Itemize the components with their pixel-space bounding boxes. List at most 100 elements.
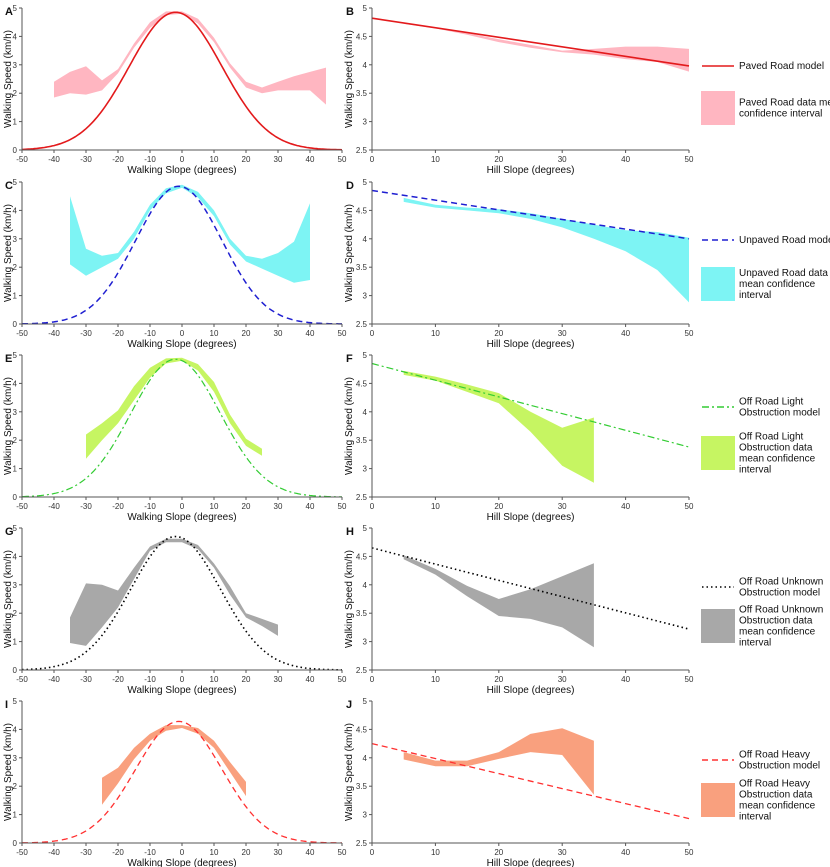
y-tick-label: 3: [13, 408, 18, 417]
y-tick-label: 2.5: [356, 666, 368, 675]
panel-letter: A: [5, 6, 13, 18]
x-tick-label: 0: [180, 502, 185, 511]
y-tick-label: 1: [13, 811, 18, 820]
x-tick-label: 0: [370, 848, 375, 857]
x-axis-title: Hill Slope (degrees): [487, 685, 575, 696]
model-line: [371, 742, 690, 820]
panel-j: 0 10 20 30 40 50 2.5 3 3.5 4 4.5 5 Hill Slope (degre…: [344, 697, 694, 867]
x-axis-title: Walking Slope (degrees): [127, 858, 236, 867]
legend-group-3: Off Road Light Obstruction model Off Road …: [701, 397, 820, 476]
y-tick-label: 2.5: [356, 320, 368, 329]
y-tick-label: 3.5: [356, 436, 368, 445]
x-tick-label: -40: [48, 848, 60, 857]
panel-b: 0 10 20 30 40 50 2.5 3 3.5 4 4.5 5 Hill Slope (degre…: [344, 4, 694, 176]
x-tick-label: 20: [242, 502, 251, 511]
panel-f: 0 10 20 30 40 50 2.5 3 3.5 4 4.5 5 Hill Slope (degre…: [344, 351, 694, 523]
legend-ci-label: Off Road Heavy Obstruction data mean confi…: [739, 779, 816, 823]
y-tick-label: 4.5: [356, 32, 368, 41]
x-tick-label: 50: [685, 155, 694, 164]
x-tick-label: 30: [558, 502, 567, 511]
y-tick-label: 3: [363, 118, 368, 127]
y-tick-label: 2: [13, 436, 18, 445]
x-tick-label: 10: [210, 848, 219, 857]
y-tick-label: 4: [363, 61, 368, 70]
ci-band: [70, 538, 278, 646]
y-tick-label: 4: [363, 408, 368, 417]
x-tick-label: 20: [494, 848, 503, 857]
x-tick-label: -50: [16, 155, 28, 164]
panel-letter: J: [346, 699, 352, 711]
y-tick-label: 0: [13, 320, 18, 329]
legend-model-label: Paved Road model: [739, 61, 824, 72]
y-tick-label: 3: [363, 638, 368, 647]
x-tick-label: 40: [621, 502, 630, 511]
panel-letter: D: [346, 180, 354, 192]
panel-h: 0 10 20 30 40 50 2.5 3 3.5 4 4.5 5 Hill Slope (degre…: [344, 524, 694, 696]
y-tick-label: 2.5: [356, 146, 368, 155]
panel-i: -50 -40 -30 -20 -10 0 10 20 30 40 50 0 1 2 3 4 5 Walking …: [3, 697, 347, 867]
x-tick-label: -30: [80, 329, 92, 338]
x-tick-label: 50: [338, 675, 347, 684]
x-tick-label: 20: [242, 848, 251, 857]
y-tick-label: 3: [13, 754, 18, 763]
y-tick-label: 5: [13, 178, 18, 187]
legend-fill-sample: [701, 91, 735, 125]
x-tick-label: 40: [621, 848, 630, 857]
model-line: [22, 720, 342, 844]
x-tick-label: -40: [48, 675, 60, 684]
y-tick-label: 2: [13, 89, 18, 98]
panel-letter: F: [346, 353, 353, 365]
y-tick-label: 5: [363, 351, 368, 360]
x-tick-label: -50: [16, 675, 28, 684]
y-axis-title: Walking Speed (km/h): [344, 30, 355, 128]
x-tick-label: 40: [621, 675, 630, 684]
panel-letter: B: [346, 6, 354, 18]
legend-model-label: Unpaved Road model: [739, 235, 830, 246]
legend-fill-sample: [701, 436, 735, 470]
x-tick-label: 30: [558, 329, 567, 338]
y-tick-label: 3: [363, 465, 368, 474]
panel-c: -50 -40 -30 -20 -10 0 10 20 30 40 50 0 1 2 3 4 5 Walking …: [3, 178, 347, 350]
ci-band: [403, 22, 689, 72]
x-tick-label: -10: [144, 329, 156, 338]
panel-letter: C: [5, 180, 13, 192]
ci-band: [403, 728, 594, 795]
x-tick-label: 30: [274, 329, 283, 338]
legend-model-label: Off Road Heavy Obstruction model: [739, 750, 820, 772]
x-tick-label: 50: [338, 155, 347, 164]
y-tick-label: 1: [13, 292, 18, 301]
x-axis-title: Walking Slope (degrees): [127, 339, 236, 350]
model-line: [371, 17, 690, 67]
x-tick-label: 50: [338, 502, 347, 511]
y-axis-title: Walking Speed (km/h): [344, 550, 355, 648]
x-tick-label: -20: [112, 155, 124, 164]
y-tick-label: 1: [13, 118, 18, 127]
x-axis-title: Hill Slope (degrees): [487, 165, 575, 176]
x-tick-label: 50: [685, 502, 694, 511]
x-tick-label: -50: [16, 329, 28, 338]
y-tick-label: 3: [13, 235, 18, 244]
y-tick-label: 5: [363, 697, 368, 706]
x-axis-title: Hill Slope (degrees): [487, 339, 575, 350]
x-tick-label: 50: [338, 848, 347, 857]
x-tick-label: 20: [494, 675, 503, 684]
x-tick-label: -10: [144, 155, 156, 164]
y-tick-label: 4: [363, 754, 368, 763]
y-tick-label: 4.5: [356, 725, 368, 734]
y-axis-title: Walking Speed (km/h): [3, 204, 14, 302]
legend-group-4: Off Road Unknown Obstruction model Off Roa…: [701, 577, 823, 649]
x-tick-label: -40: [48, 502, 60, 511]
y-tick-label: 4: [13, 379, 18, 388]
panel-letter: I: [5, 699, 8, 711]
legend-ci-label: Unpaved Road data mean confidence interval: [739, 268, 828, 301]
model-line: [22, 535, 343, 671]
x-tick-label: 10: [431, 848, 440, 857]
x-tick-label: 10: [210, 675, 219, 684]
y-axis-title: Walking Speed (km/h): [344, 723, 355, 821]
ci-band: [403, 555, 594, 648]
legend-ci-label: Off Road Light Obstruction data mean confi…: [739, 432, 816, 476]
y-tick-label: 0: [13, 493, 18, 502]
ci-band: [403, 197, 689, 303]
x-tick-label: 10: [210, 329, 219, 338]
y-tick-label: 3.5: [356, 609, 368, 618]
